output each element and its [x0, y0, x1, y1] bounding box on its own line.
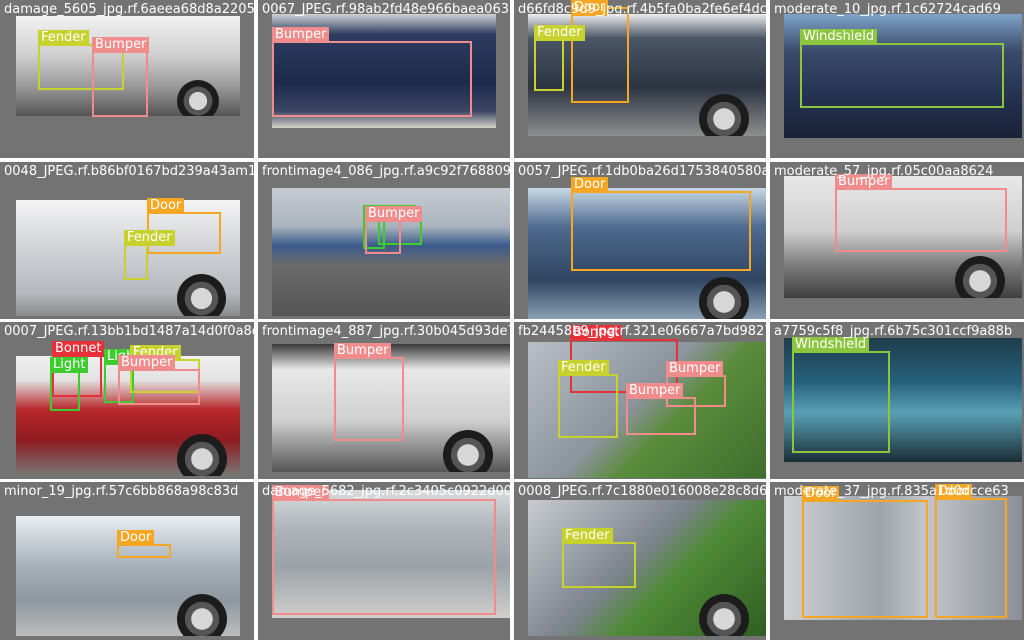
- bonnet-label: Bonnet: [570, 325, 623, 341]
- tile-filename: damage_5682_jpg.rf.2c3405c0922d0008e3e2: [262, 484, 510, 499]
- wheel-shape: [699, 94, 749, 136]
- bumper-label: Bumper: [835, 174, 893, 190]
- door-bounding-box: [571, 191, 751, 271]
- windshield-label: Windshield: [800, 29, 878, 45]
- fender-label: Fender: [124, 230, 175, 246]
- door-label: Door: [802, 486, 840, 502]
- fender-bounding-box: [124, 244, 148, 280]
- door-label: Door: [147, 198, 185, 214]
- light-bounding-box: [50, 371, 80, 411]
- door-bounding-box: [117, 544, 171, 558]
- tile-filename: 0057_JPEG.rf.1db0ba26d1753840580aa557677: [518, 164, 766, 179]
- bumper-bounding-box: [835, 188, 1007, 252]
- tile: moderate_37_jpg.rf.835a1d0dcce63 Door Door: [770, 482, 1024, 640]
- car-damage-photo: [272, 344, 510, 472]
- windshield-bounding-box: [792, 351, 890, 453]
- tile: minor_19_jpg.rf.57c6bb868a98c83d Door: [0, 482, 254, 640]
- tile: 0067_JPEG.rf.98ab2fd48e966baea0636f5f Bum…: [258, 0, 510, 158]
- tile-filename: d66fd8c9d9_jpg.rf.4b5fa0ba2fe6ef4dcd7fd8…: [518, 2, 766, 17]
- tile: 0057_JPEG.rf.1db0ba26d1753840580aa557677…: [514, 162, 766, 319]
- wheel-shape: [177, 80, 219, 116]
- wheel-shape: [443, 430, 493, 472]
- car-damage-photo: [272, 490, 510, 618]
- tile-filename: 0008_JPEG.rf.7c1880e016008e28c8d6496b: [518, 484, 766, 499]
- bonnet-label: Bonnet: [52, 341, 105, 357]
- bumper-bounding-box: [626, 397, 696, 435]
- tile-filename: 0067_JPEG.rf.98ab2fd48e966baea0636f5f: [262, 2, 510, 17]
- door-label: Door: [935, 484, 973, 500]
- car-damage-photo: [528, 14, 766, 136]
- fender-bounding-box: [558, 374, 618, 438]
- tile: frontimage4_086_jpg.rf.a9c92f76880940572…: [258, 162, 510, 319]
- tile-filename: moderate_10_jpg.rf.1c62724cad69: [774, 2, 1001, 17]
- bumper-label: Bumper: [118, 355, 176, 371]
- tile: 0008_JPEG.rf.7c1880e016008e28c8d6496b Fen…: [514, 482, 766, 640]
- bumper-bounding-box: [272, 41, 472, 117]
- wheel-shape: [177, 594, 227, 636]
- wheel-shape: [955, 256, 1005, 298]
- fender-label: Fender: [534, 25, 585, 41]
- tile-filename: 0007_JPEG.rf.13bb1bd1487a14d0f0a8eage4_8…: [4, 324, 254, 339]
- tile-filename: fb24458b9_jpg.rf.321e06667a7bd98275a5688: [518, 324, 766, 339]
- tile: moderate_10_jpg.rf.1c62724cad69 Windshiel…: [770, 0, 1024, 158]
- fender-label: Fender: [558, 360, 609, 376]
- bumper-bounding-box: [92, 51, 148, 117]
- fender-bounding-box: [562, 542, 636, 588]
- fender-label: Fender: [562, 528, 613, 544]
- light-label: Light: [50, 357, 89, 373]
- bumper-label: Bumper: [626, 383, 684, 399]
- bumper-label: Bumper: [92, 37, 150, 53]
- tile: fb24458b9_jpg.rf.321e06667a7bd98275a5688…: [514, 322, 766, 479]
- door-bounding-box: [571, 7, 629, 103]
- bumper-bounding-box: [365, 220, 401, 254]
- tile-filename: damage_5605_jpg.rf.6aeea68d8a220587e0f86…: [4, 2, 254, 17]
- bumper-label: Bumper: [334, 343, 392, 359]
- tile: a7759c5f8_jpg.rf.6b75c301ccf9a88b Windshi…: [770, 322, 1024, 479]
- car-damage-photo: [528, 500, 766, 636]
- tile-filename: minor_19_jpg.rf.57c6bb868a98c83d: [4, 484, 239, 499]
- car-damage-photo: [784, 176, 1022, 298]
- wheel-shape: [177, 434, 227, 476]
- car-damage-photo: [784, 338, 1022, 462]
- tile: 0048_JPEG.rf.b86bf0167bd239a43am1764b590…: [0, 162, 254, 319]
- tile-filename: 0048_JPEG.rf.b86bf0167bd239a43am1764b590…: [4, 164, 254, 179]
- tile: damage_5682_jpg.rf.2c3405c0922d0008e3e2B…: [258, 482, 510, 640]
- tile: frontimage4_887_jpg.rf.30b045d93de7c1424…: [258, 322, 510, 479]
- tile: 0007_JPEG.rf.13bb1bd1487a14d0f0a8eage4_8…: [0, 322, 254, 479]
- tile-filename: a7759c5f8_jpg.rf.6b75c301ccf9a88b: [774, 324, 1013, 339]
- bumper-label: Bumper: [272, 27, 330, 43]
- door-bounding-box: [802, 500, 928, 618]
- fender-bounding-box: [534, 39, 564, 91]
- windshield-label: Windshield: [792, 337, 870, 353]
- bumper-label: Bumper: [666, 361, 724, 377]
- tile-filename: moderate_37_jpg.rf.835a1d0dcce63: [774, 484, 1009, 499]
- bumper-bounding-box: [272, 499, 496, 615]
- door-bounding-box: [935, 498, 1007, 618]
- wheel-shape: [177, 274, 226, 316]
- car-damage-photo: [784, 496, 1022, 620]
- tile-filename: frontimage4_086_jpg.rf.a9c92f76880940572: [262, 164, 510, 179]
- wheel-shape: [699, 594, 749, 636]
- tile: d66fd8c9d9_jpg.rf.4b5fa0ba2fe6ef4dcd7fd8…: [514, 0, 766, 158]
- door-label: Door: [571, 0, 609, 16]
- bumper-label: Bumper: [365, 206, 423, 222]
- door-label: Door: [571, 177, 609, 193]
- tile: moderate_57_jpg.rf.05c00aa8624 Bumper: [770, 162, 1024, 319]
- bumper-bounding-box: [118, 369, 200, 405]
- car-damage-photo: [16, 200, 240, 316]
- tile-filename: frontimage4_887_jpg.rf.30b045d93de7c1424…: [262, 324, 510, 339]
- tile: damage_5605_jpg.rf.6aeea68d8a220587e0f86…: [0, 0, 254, 158]
- tile-filename: moderate_57_jpg.rf.05c00aa8624: [774, 164, 994, 179]
- car-damage-photo: [528, 188, 766, 319]
- bumper-label: Bumper: [272, 485, 330, 501]
- door-label: Door: [117, 530, 155, 546]
- windshield-bounding-box: [800, 43, 1004, 108]
- wheel-shape: [699, 277, 749, 319]
- bumper-bounding-box: [334, 357, 404, 441]
- fender-label: Fender: [38, 30, 89, 46]
